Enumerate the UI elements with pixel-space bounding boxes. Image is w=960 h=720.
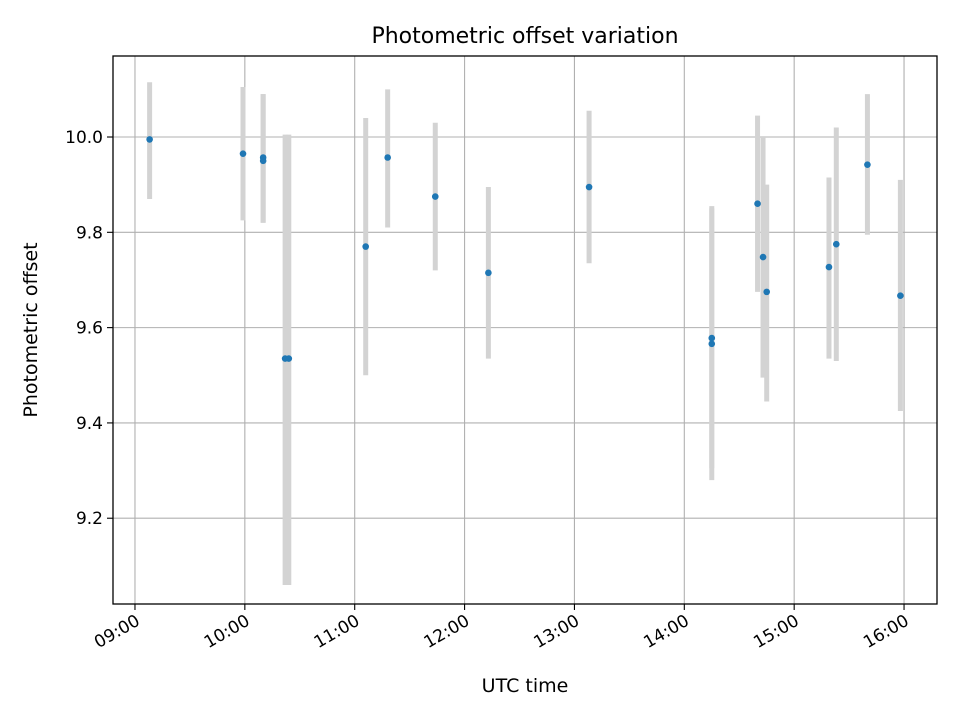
data-point xyxy=(754,200,761,208)
data-point xyxy=(431,193,439,200)
y-tick-label: 10.0 xyxy=(65,128,103,148)
chart-title: Photometric offset variation xyxy=(371,24,678,49)
data-point xyxy=(825,263,833,271)
data-point xyxy=(708,340,716,348)
y-tick-label: 9.4 xyxy=(76,414,103,434)
y-tick-label: 9.6 xyxy=(76,319,103,339)
data-point xyxy=(763,288,771,296)
y-tick-label: 9.2 xyxy=(76,509,103,529)
data-point xyxy=(864,161,871,168)
x-axis-label: UTC time xyxy=(482,675,569,697)
data-point xyxy=(362,243,369,250)
y-axis-ticks: 9.2 9.4 9.6 9.8 10.0 xyxy=(65,128,113,529)
data-point xyxy=(146,136,153,143)
data-point xyxy=(285,355,293,362)
data-point xyxy=(239,150,247,157)
data-point xyxy=(759,253,767,261)
data-point xyxy=(259,157,267,165)
data-points xyxy=(146,136,904,362)
plot-frame xyxy=(112,55,938,605)
grid-lines xyxy=(113,56,937,604)
y-tick-label: 9.8 xyxy=(76,223,103,243)
data-point xyxy=(585,183,593,191)
data-point xyxy=(384,154,391,161)
y-axis-label: Photometric offset xyxy=(20,242,42,417)
data-point xyxy=(485,269,492,277)
data-point xyxy=(832,240,840,248)
data-point xyxy=(897,292,904,299)
data-point xyxy=(708,334,716,342)
